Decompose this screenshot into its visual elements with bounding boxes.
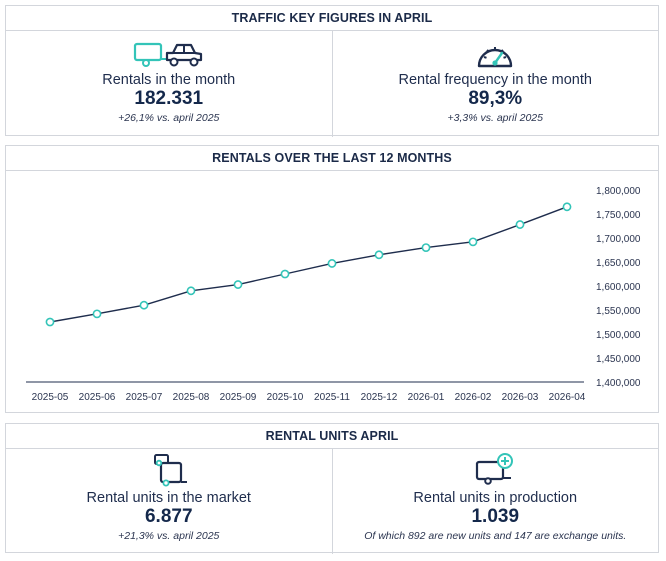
data-point xyxy=(233,280,243,289)
data-point xyxy=(421,243,431,252)
units-in-market-card: Rental units in the market 6.877 +21,3% … xyxy=(6,449,332,554)
data-point xyxy=(562,202,572,212)
rentals-value: 182.331 xyxy=(134,88,204,109)
chart-title: RENTALS OVER THE LAST 12 MONTHS xyxy=(6,146,658,171)
market-note: +21,3% vs. april 2025 xyxy=(118,530,220,542)
data-point xyxy=(280,269,290,279)
series-line xyxy=(49,206,568,323)
y-tick-label: 1,650,000 xyxy=(596,258,641,269)
rentals-label: Rentals in the month xyxy=(102,72,236,88)
truck-with-trailer-icon xyxy=(133,42,202,67)
data-point xyxy=(327,259,337,268)
trailer-add-icon xyxy=(476,453,514,485)
data-point xyxy=(186,286,196,296)
market-value: 6.877 xyxy=(144,506,193,527)
y-tick-label: 1,750,000 xyxy=(596,210,641,221)
y-tick-label: 1,800,000 xyxy=(596,186,641,197)
x-tick-label: 2025-06 xyxy=(79,392,116,403)
x-tick-label: 2026-01 xyxy=(408,392,445,403)
rental-frequency-card: Rental frequency in the month 89,3% +3,3… xyxy=(331,31,659,137)
x-tick-label: 2025-10 xyxy=(267,392,304,403)
rentals-line-chart: 1,400,000 1,450,000 1,500,000 1,550,000 1,60… xyxy=(26,186,641,403)
rental-units-panel: RENTAL UNITS APRIL Rental units in the m… xyxy=(5,423,659,554)
data-point xyxy=(45,317,55,327)
frequency-note: +3,3% vs. april 2025 xyxy=(447,112,543,124)
x-tick-label: 2026-03 xyxy=(502,392,539,403)
data-point xyxy=(468,237,478,247)
y-tick-label: 1,550,000 xyxy=(596,306,641,317)
data-point xyxy=(515,220,525,229)
frequency-label: Rental frequency in the month xyxy=(398,72,592,88)
x-tick-label: 2025-08 xyxy=(173,392,210,403)
data-point xyxy=(92,309,102,319)
rentals-in-month-card: Rentals in the month 182.331 +26,1% vs. … xyxy=(6,31,332,137)
units-in-production-card: Rental units in production 1.039 Of whic… xyxy=(331,449,659,554)
traffic-panel-title: TRAFFIC KEY FIGURES IN APRIL xyxy=(6,6,658,31)
x-tick-label: 2026-02 xyxy=(455,392,492,403)
units-panel-title: RENTAL UNITS APRIL xyxy=(6,424,658,449)
data-point xyxy=(374,250,384,260)
x-tick-label: 2026-04 xyxy=(549,392,586,403)
data-point xyxy=(139,300,149,310)
production-value: 1.039 xyxy=(471,506,520,527)
x-tick-label: 2025-12 xyxy=(361,392,398,403)
market-label: Rental units in the market xyxy=(86,490,251,506)
y-tick-label: 1,500,000 xyxy=(596,330,641,341)
y-tick-label: 1,600,000 xyxy=(596,282,641,293)
rentals-note: +26,1% vs. april 2025 xyxy=(118,112,220,124)
y-tick-label: 1,400,000 xyxy=(596,378,641,389)
y-tick-label: 1,450,000 xyxy=(596,354,641,365)
x-tick-label: 2025-07 xyxy=(126,392,163,403)
trailer-units-icon xyxy=(153,454,187,487)
traffic-key-figures-panel: TRAFFIC KEY FIGURES IN APRIL Rentals in … xyxy=(5,5,659,137)
x-tick-label: 2025-11 xyxy=(314,392,350,403)
production-label: Rental units in production xyxy=(413,490,578,506)
rentals-chart-panel: RENTALS OVER THE LAST 12 MONTHS 1,400,00… xyxy=(5,145,659,413)
speedometer-icon xyxy=(478,47,513,68)
x-tick-label: 2025-05 xyxy=(32,392,69,403)
production-note: Of which 892 are new units and 147 are e… xyxy=(364,530,627,542)
frequency-value: 89,3% xyxy=(468,88,523,109)
x-tick-label: 2025-09 xyxy=(220,392,257,403)
y-tick-label: 1,700,000 xyxy=(596,234,641,245)
